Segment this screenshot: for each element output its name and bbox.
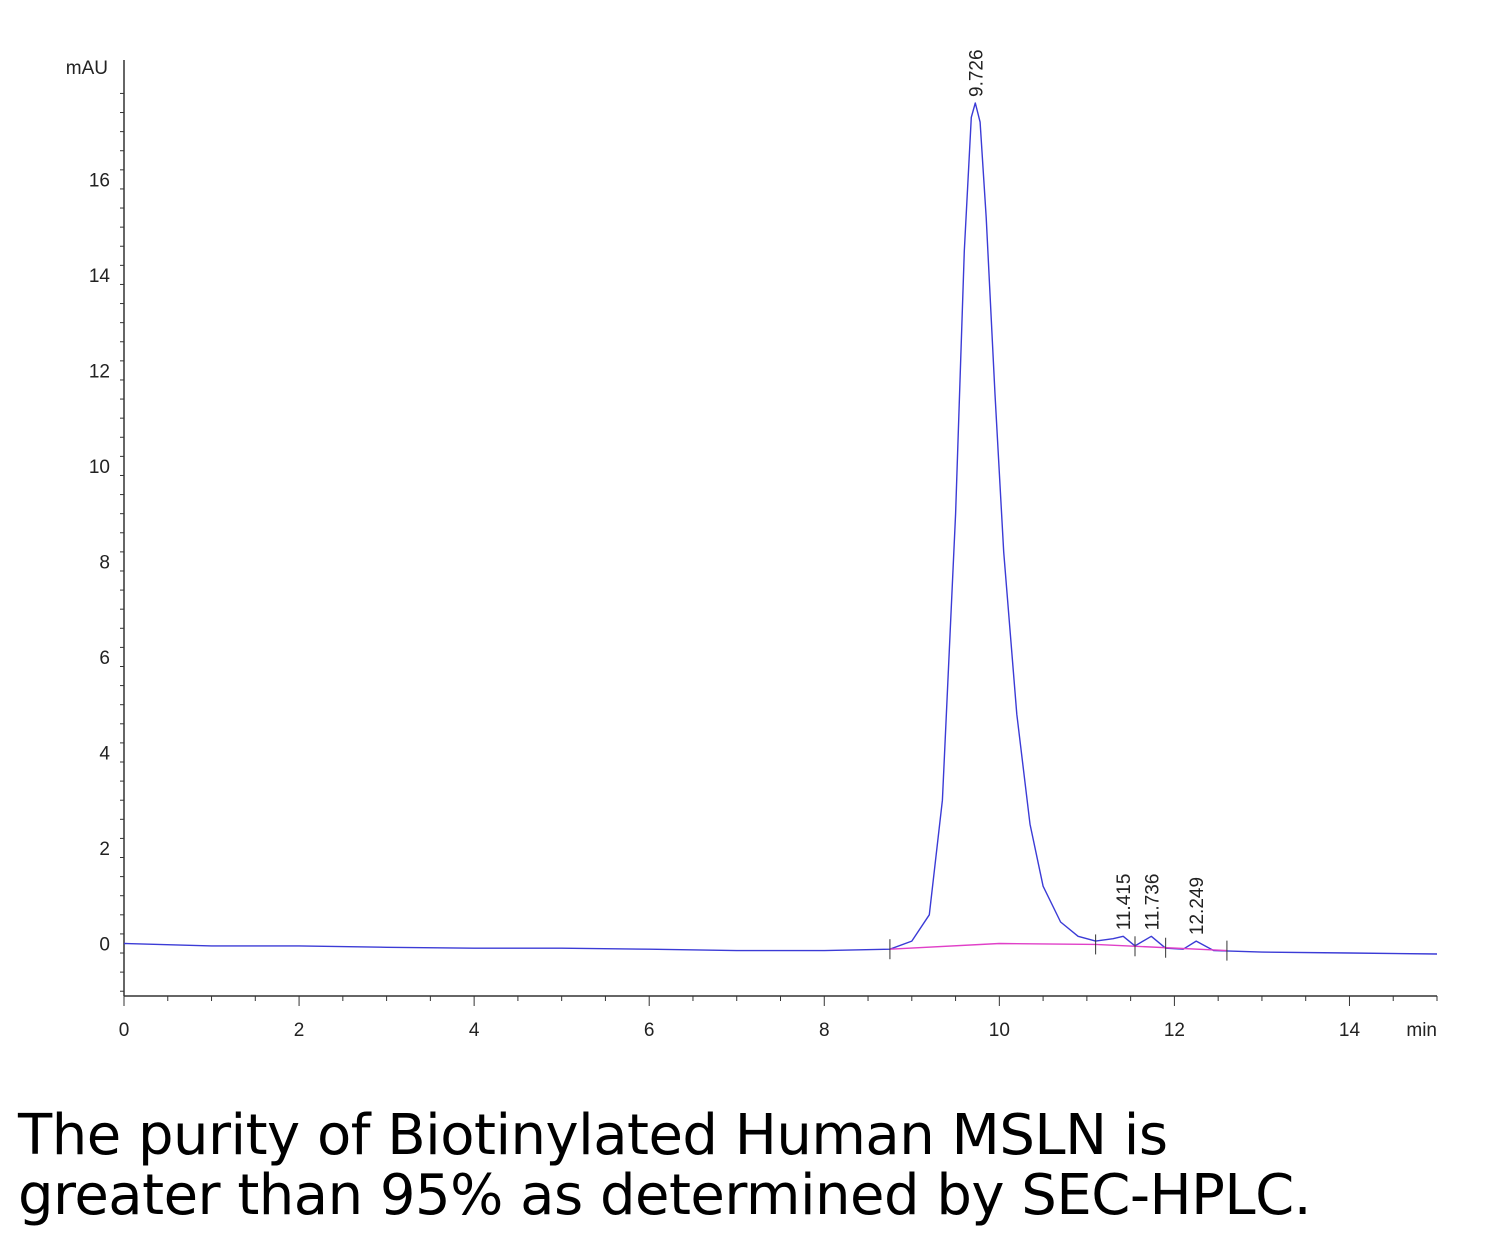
x-tick-label: 14 <box>1339 1020 1361 1041</box>
y-axis: 0 2 4 6 8 10 12 14 16 <box>89 60 125 996</box>
peak-labels: 9.726 11.415 11.736 12.249 <box>966 49 1208 935</box>
chromatogram-chart: 0 2 4 6 8 10 12 14 16 0 2 4 6 8 10 12 14 9.726 11.415 11.… <box>66 49 1438 1041</box>
caption-line-1: The purity of Biotinylated Human MSLN is <box>18 1103 1168 1168</box>
x-tick-label: 8 <box>819 1020 830 1041</box>
x-tick-label: 0 <box>119 1020 130 1041</box>
x-axis: 0 2 4 6 8 10 12 14 <box>119 995 1438 1041</box>
baseline-trace <box>889 942 1227 952</box>
integration-marks <box>889 934 1228 961</box>
y-tick-label: 0 <box>99 934 110 955</box>
y-tick-label: 14 <box>89 266 111 287</box>
x-tick-label: 4 <box>469 1020 480 1041</box>
x-tick-label: 12 <box>1164 1020 1185 1041</box>
peak-label: 11.415 <box>1114 874 1135 931</box>
peak-label: 12.249 <box>1187 877 1208 935</box>
y-tick-label: 6 <box>99 648 110 669</box>
y-tick-label: 2 <box>99 839 110 860</box>
y-tick-label: 4 <box>99 743 110 764</box>
y-tick-label: 16 <box>89 170 110 191</box>
y-tick-label: 8 <box>99 552 110 573</box>
x-tick-label: 2 <box>294 1020 305 1041</box>
series-layer <box>123 102 1438 955</box>
x-axis-unit: min <box>1406 1020 1437 1041</box>
peak-label: 9.726 <box>966 49 987 97</box>
y-tick-label: 12 <box>89 361 110 382</box>
x-tick-label: 6 <box>644 1020 655 1041</box>
peak-label: 11.736 <box>1142 874 1163 931</box>
caption-line-2: greater than 95% as determined by SEC-HP… <box>18 1163 1312 1228</box>
figure-caption: The purity of Biotinylated Human MSLN is… <box>18 1106 1478 1226</box>
y-tick-label: 10 <box>89 457 110 478</box>
y-axis-unit: mAU <box>66 58 108 79</box>
x-tick-label: 10 <box>989 1020 1010 1041</box>
chromatogram-trace <box>123 102 1438 955</box>
